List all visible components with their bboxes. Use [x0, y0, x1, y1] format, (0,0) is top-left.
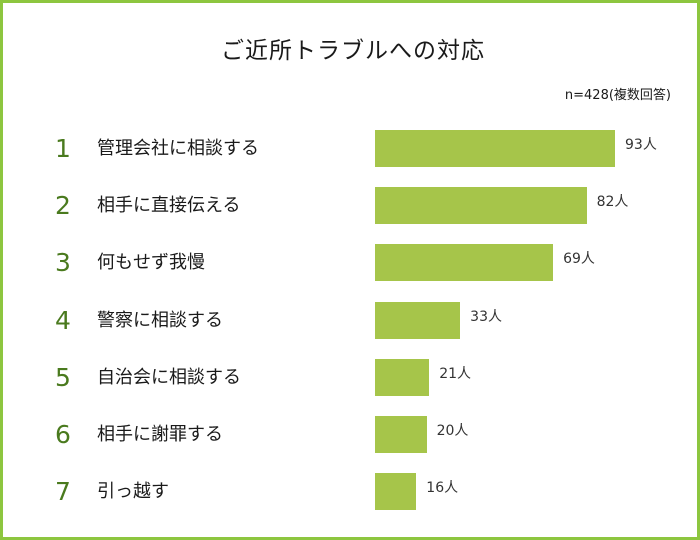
- value-label: 93人: [625, 137, 657, 153]
- bar-row: 3 何もせず我慢 69人: [3, 244, 700, 282]
- bar: [375, 301, 461, 339]
- bar-row: 2 相手に直接伝える 82人: [3, 187, 700, 225]
- category-label: 警察に相談する: [97, 309, 223, 331]
- rank-number: 2: [55, 191, 71, 221]
- bar: [375, 473, 417, 511]
- rank-number: 1: [55, 134, 71, 163]
- bar: [375, 358, 430, 396]
- rank-number: 6: [55, 420, 71, 449]
- category-label: 管理会社に相談する: [97, 138, 259, 159]
- category-label: 相手に直接伝える: [97, 195, 241, 217]
- category-label: 引っ越す: [97, 481, 169, 503]
- sample-note: n=428(複数回答): [564, 88, 671, 103]
- value-label: 16人: [426, 480, 459, 497]
- category-label: 自治会に相談する: [97, 366, 241, 388]
- category-label: 相手に謝罪する: [97, 424, 223, 445]
- value-label: 21人: [439, 365, 472, 382]
- bar: [375, 244, 554, 282]
- rank-number: 7: [55, 477, 71, 507]
- bar-row: 6 相手に謝罪する 20人: [3, 416, 700, 453]
- bar-row: 5 自治会に相談する 21人: [3, 358, 700, 396]
- bar-row: 7 引っ越す 16人: [3, 473, 700, 511]
- bar: [375, 416, 427, 453]
- value-label: 20人: [436, 423, 469, 439]
- rank-number: 5: [55, 362, 71, 392]
- value-label: 82人: [596, 194, 629, 211]
- value-label: 69人: [563, 251, 595, 268]
- rank-number: 4: [55, 305, 71, 335]
- category-label: 何もせず我慢: [97, 252, 205, 274]
- bar-row: 4 警察に相談する 33人: [3, 301, 700, 339]
- rank-number: 3: [55, 248, 71, 278]
- bar: [375, 130, 615, 167]
- chart-title: ご近所トラブルへの対応: [221, 38, 485, 64]
- bar-row: 1 管理会社に相談する 93人: [3, 130, 700, 167]
- bar: [375, 187, 587, 225]
- value-label: 33人: [470, 308, 502, 325]
